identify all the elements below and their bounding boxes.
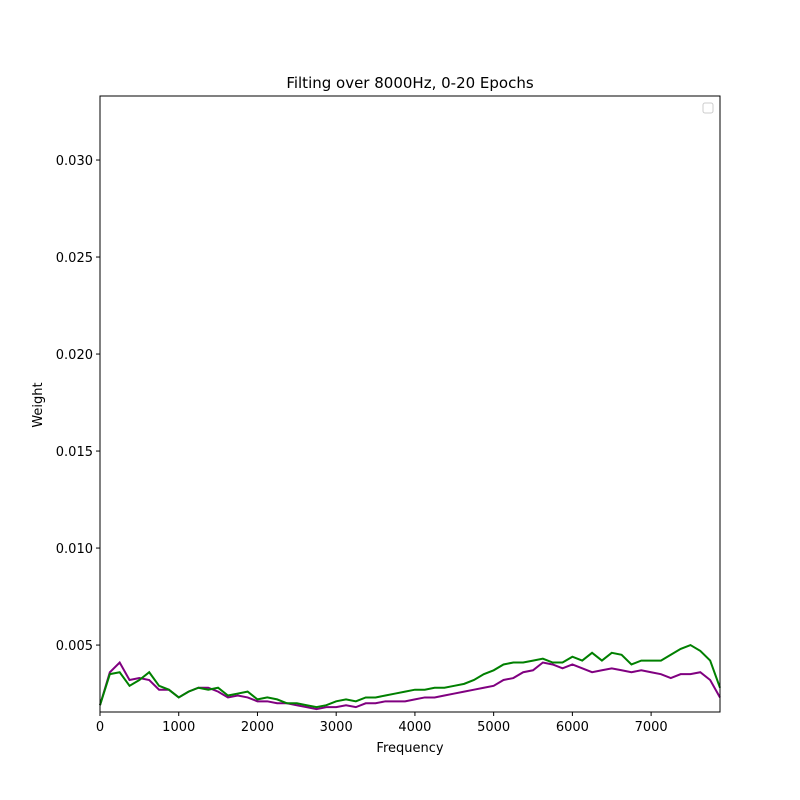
y-axis-label: Weight <box>31 382 46 427</box>
line <box>99 643 721 709</box>
y-tick-label: 0.020 <box>56 348 93 363</box>
x-tick-label: 4000 <box>398 720 431 735</box>
x-tick-label: 1000 <box>162 720 195 735</box>
x-tick-label: 2000 <box>241 720 274 735</box>
y-tick-label: 0.030 <box>56 154 93 169</box>
chart-title: Filting over 8000Hz, 0-20 Epochs <box>286 74 534 92</box>
y-tick-label: 0.025 <box>56 251 93 266</box>
x-tick-label: 0 <box>96 720 104 735</box>
x-tick-label: 3000 <box>320 720 353 735</box>
y-tick-label: 0.015 <box>56 445 93 460</box>
x-tick-label: 7000 <box>635 720 668 735</box>
x-tick-label: 5000 <box>477 720 510 735</box>
x-tick-label: 6000 <box>556 720 589 735</box>
legend-box <box>702 102 714 114</box>
plot-frame <box>99 95 721 713</box>
y-tick-label: 0.010 <box>56 542 93 557</box>
x-axis-label: Frequency <box>376 741 443 756</box>
y-tick-label: 0.005 <box>56 639 93 654</box>
